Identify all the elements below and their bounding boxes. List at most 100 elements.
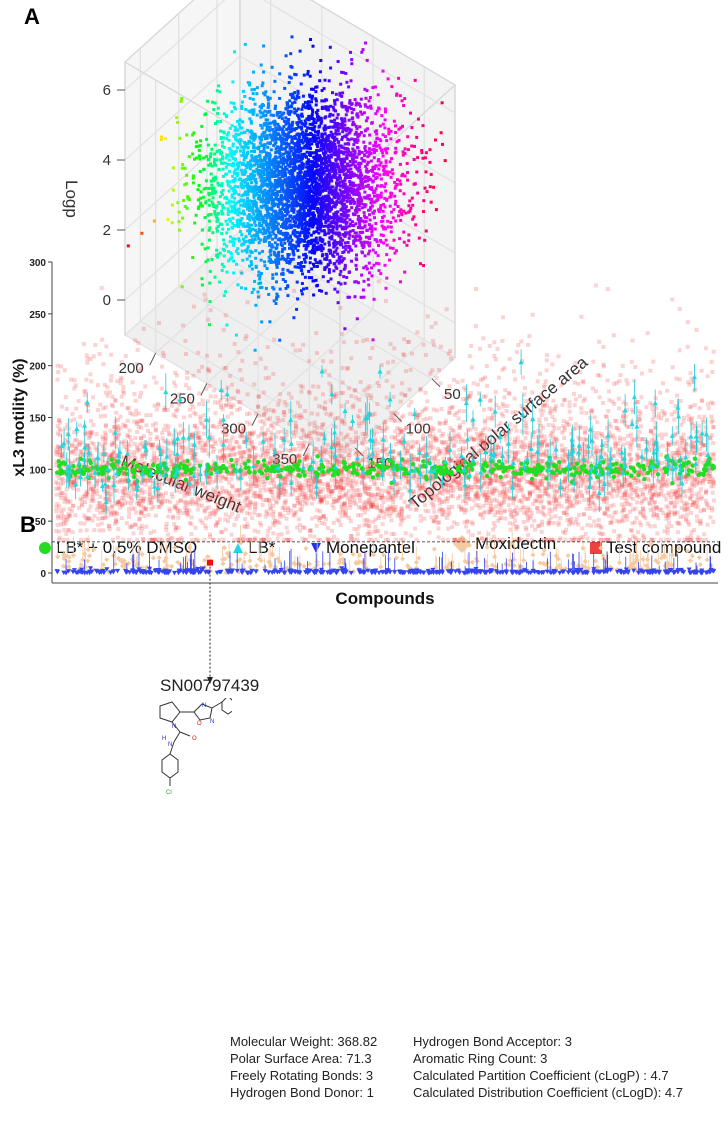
data-point [371,86,375,90]
data-point [294,216,298,220]
data-point [375,240,379,244]
data-point [349,229,353,233]
data-point [298,234,302,238]
data-point [274,132,278,136]
data-point [379,233,383,237]
data-point [303,170,307,174]
data-point [341,258,345,262]
data-point [343,327,347,331]
data-point [285,191,289,195]
data-point [306,126,310,130]
test-compound-point [247,438,252,443]
data-point [254,157,258,161]
data-point [195,140,199,144]
data-point [334,128,338,132]
data-point [326,212,329,216]
data-point [345,154,349,158]
data-point [225,201,229,205]
data-point [393,251,397,255]
data-point [314,139,318,142]
data-point [337,148,341,152]
test-compound-point [348,499,353,504]
data-point [288,195,292,199]
data-point [264,196,268,200]
data-point [346,295,350,299]
test-compound-point [88,372,93,377]
data-point [236,252,240,256]
data-point [306,197,310,201]
data-point [306,133,310,137]
data-point [258,105,262,109]
data-point [327,240,331,244]
data-point [343,123,347,127]
data-point [268,172,272,176]
data-point [261,111,265,115]
data-point [248,164,252,168]
data-point [363,153,367,157]
data-point [329,167,333,171]
data-point [261,249,265,253]
data-point [311,171,315,175]
data-point [221,203,225,207]
data-point [360,206,364,210]
data-point [310,167,314,171]
data-point [328,175,332,178]
data-point [331,185,335,189]
data-point [385,198,389,202]
data-point [238,199,242,203]
data-point [248,218,252,222]
data-point [232,259,236,263]
data-point [310,151,314,155]
data-point [355,234,358,238]
data-point [258,221,262,225]
data-point [259,200,263,204]
data-point [343,189,347,193]
data-point [252,110,256,114]
data-point [283,171,287,175]
test-compound-point [368,355,373,360]
data-point [240,194,244,198]
data-point [232,271,236,275]
data-point [254,223,258,227]
data-point [338,91,342,95]
data-point [377,193,381,197]
data-point [389,230,393,234]
data-point [281,127,285,131]
data-point [305,182,309,186]
data-point [379,195,383,199]
data-point [308,191,311,195]
data-point [275,255,279,259]
data-point [321,181,325,185]
data-point [269,148,273,152]
data-point [292,215,296,219]
data-point [284,226,288,230]
data-point [227,227,230,231]
data-point [222,131,226,135]
data-point [269,253,273,257]
data-point [286,181,290,185]
test-compound-point [537,417,542,422]
data-point [265,134,269,138]
data-point [325,186,328,190]
data-point [284,180,288,184]
y-tick-label: 250 [29,310,46,321]
data-point [362,134,366,138]
data-point [353,151,357,154]
data-point [388,204,392,208]
data-point [286,232,290,236]
data-point [308,185,311,188]
data-point [338,240,342,244]
data-point [343,176,347,180]
data-point [362,211,366,215]
data-point [234,132,238,136]
data-point [336,215,340,219]
data-point [313,161,317,165]
data-point [292,158,295,162]
data-point [320,289,324,293]
data-point [356,135,360,139]
data-point [342,233,346,237]
data-point [276,137,280,141]
data-point [264,231,268,235]
data-point [308,74,312,78]
data-point [369,159,373,163]
